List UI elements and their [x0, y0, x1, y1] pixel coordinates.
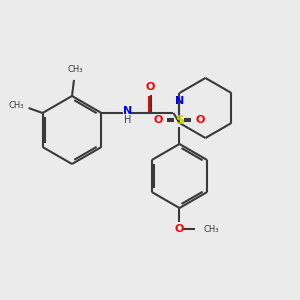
Text: S: S: [175, 115, 184, 128]
Text: CH₃: CH₃: [203, 224, 219, 233]
Text: O: O: [196, 115, 205, 125]
Text: O: O: [175, 224, 184, 234]
Text: CH₃: CH₃: [67, 65, 83, 74]
Text: N: N: [175, 96, 184, 106]
Text: H: H: [124, 115, 131, 125]
Text: CH₃: CH₃: [8, 100, 24, 109]
Text: O: O: [154, 115, 163, 125]
Text: O: O: [146, 82, 155, 92]
Text: N: N: [123, 106, 132, 116]
